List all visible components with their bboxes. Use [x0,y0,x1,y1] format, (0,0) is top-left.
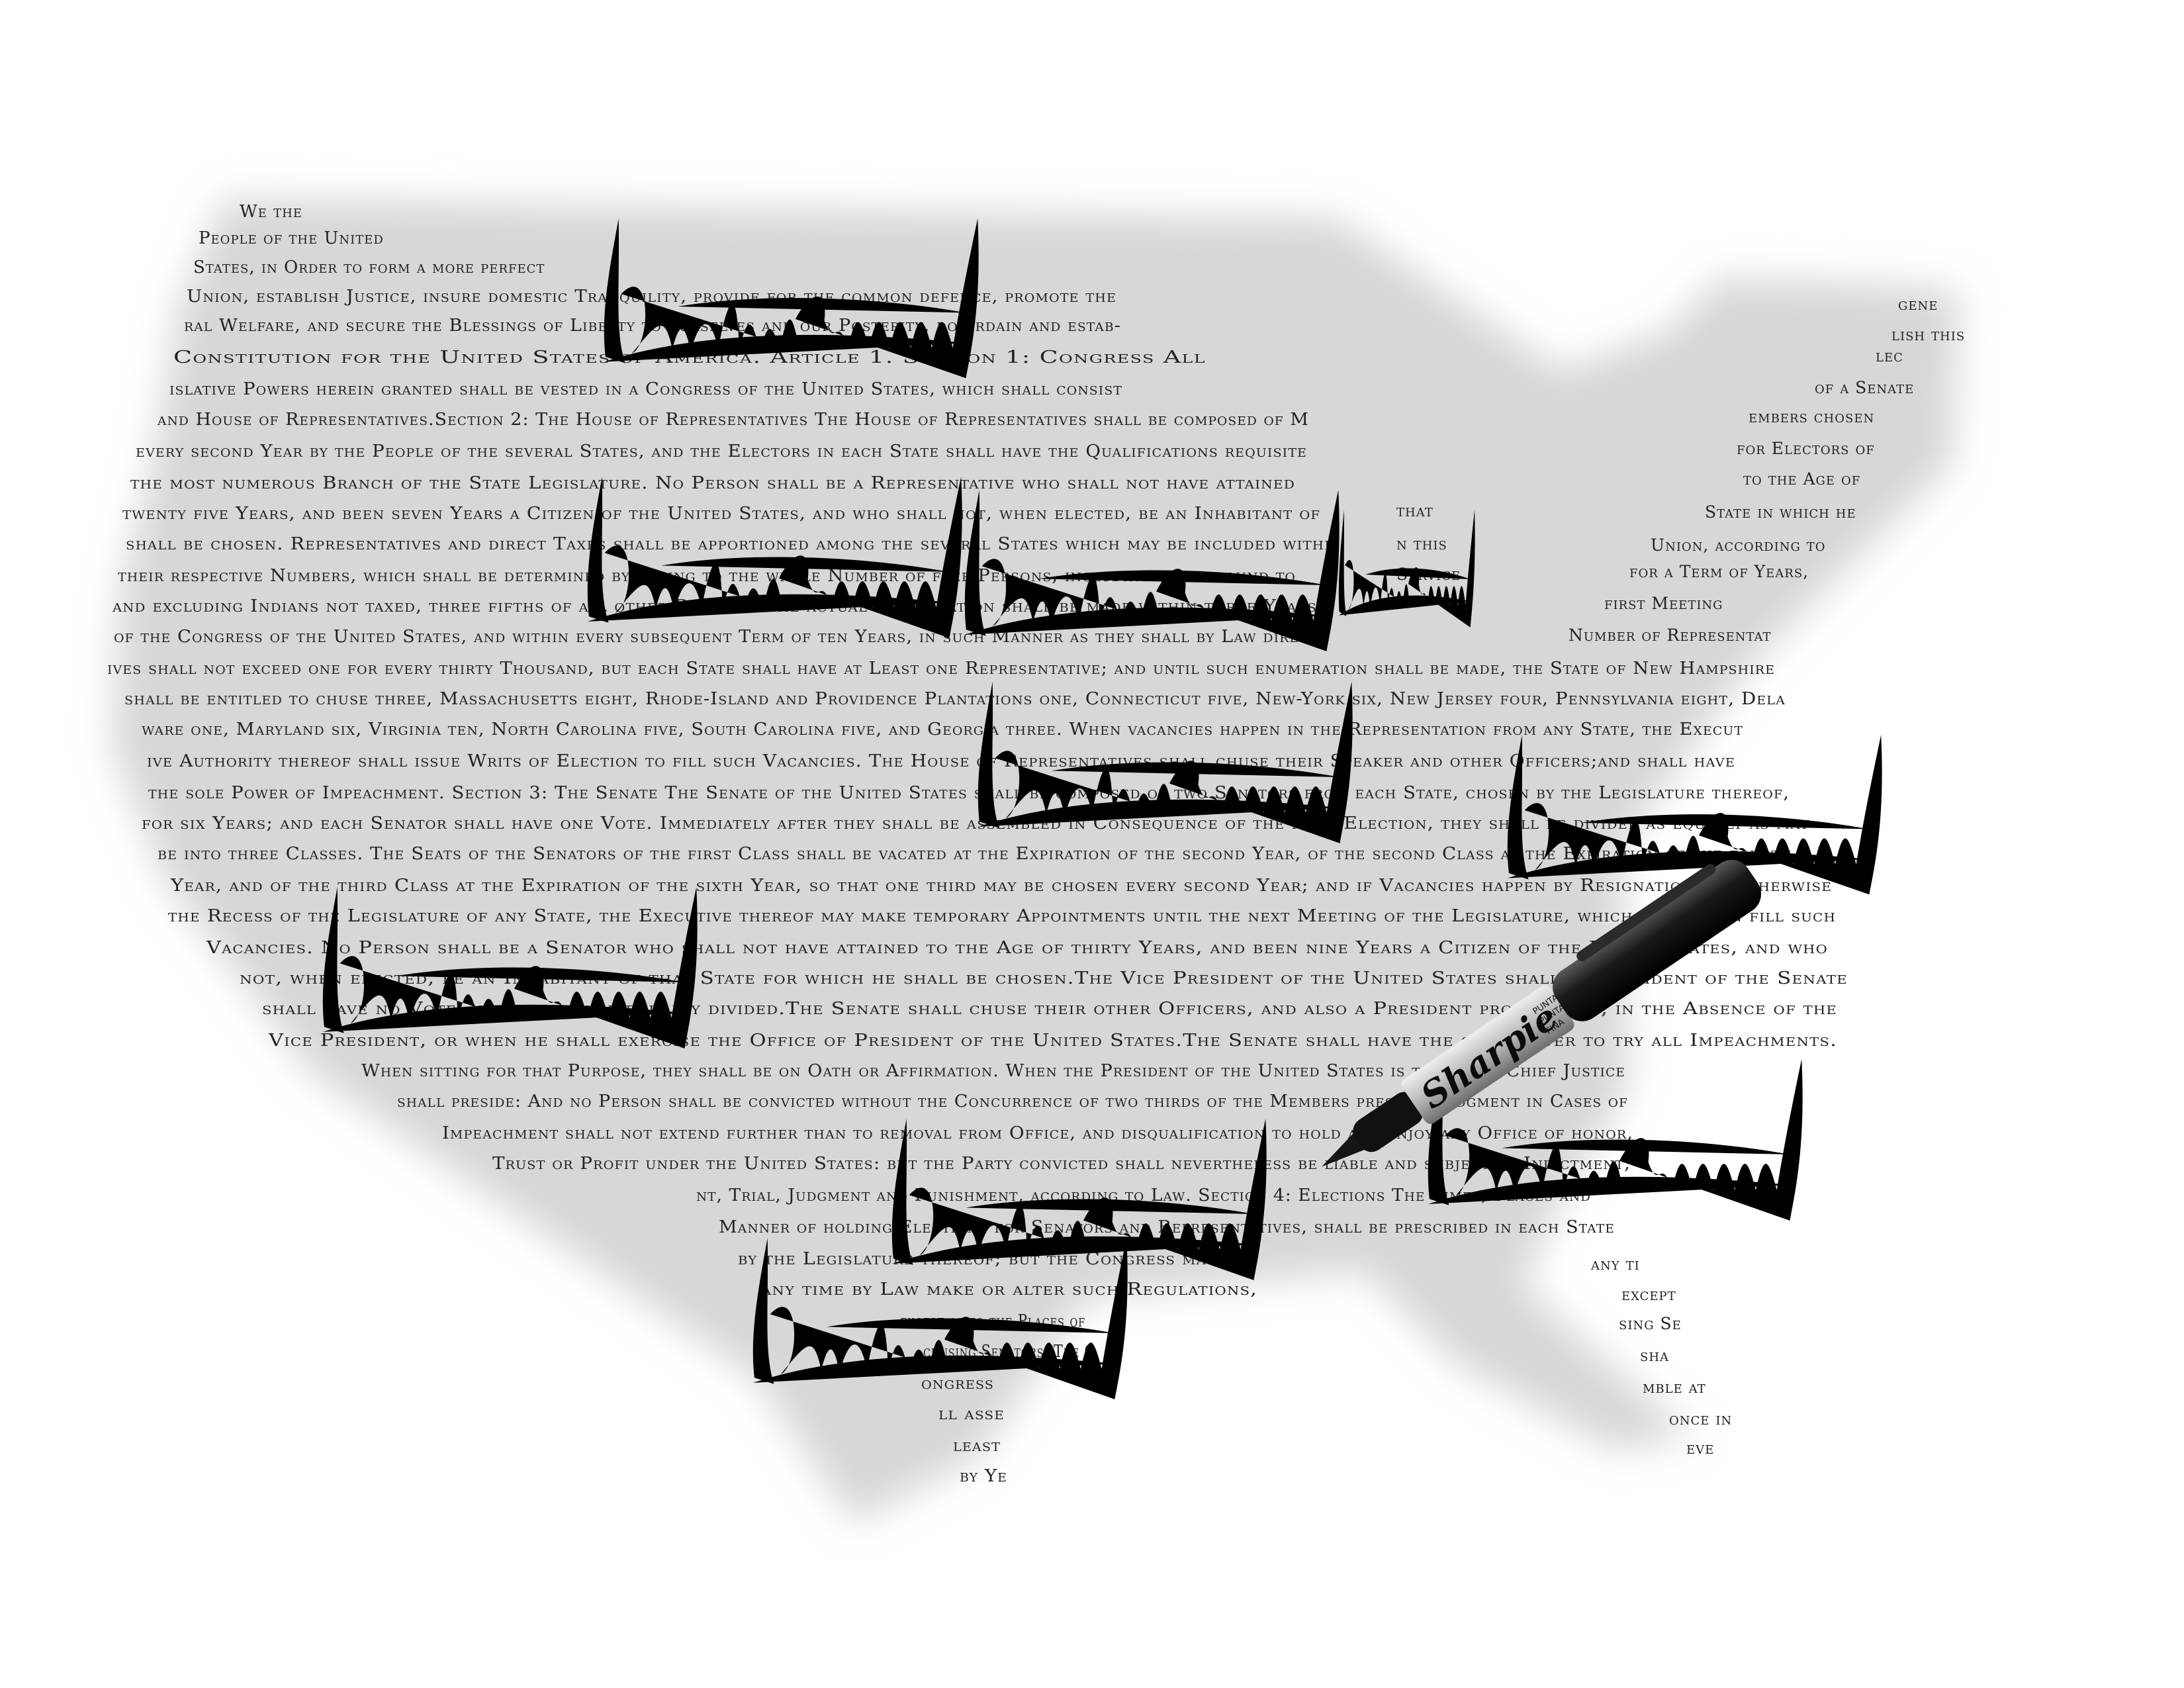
constitution-line: for six Years; and each Senator shall ha… [142,814,1809,833]
maine-text-line: first Meeting [1604,594,1723,613]
marker-clip [1576,864,1716,962]
constitution-line: the Recess of the Legislature of any Sta… [168,906,1836,926]
marker-tip [1321,1133,1365,1167]
middle-text-line: n this [1396,534,1447,553]
marker-cap [1553,859,1762,1021]
constitution-line: any time by Law make or alter such Regul… [760,1280,1257,1299]
constitution-line: Vacancies. No Person shall be a Senator … [206,938,1828,958]
maine-text-line: State in which he [1705,502,1856,522]
florida-text-line: sha [1640,1346,1669,1365]
constitution-line: ongress [921,1374,994,1393]
maine-text-line: embers chosen [1749,407,1874,426]
maine-text-line: Union, according to [1651,536,1826,555]
constitution-line: ware one, Maryland six, Virginia ten, No… [142,720,1743,739]
florida-text-line: eve [1686,1438,1714,1458]
maine-text-line: lish this [1891,325,1965,344]
marker-nose [1353,1092,1424,1152]
constitution-line: People of the United [199,228,384,248]
constitution-line: ives shall not exceed one for every thir… [107,659,1775,679]
constitution-line: ive Authority thereof shall issue Writs … [147,751,1735,771]
constitution-line: Vice President, or when he shall exercis… [268,1031,1837,1051]
constitution-line: shall be chosen. Representatives and dir… [126,534,1330,554]
constitution-text: We the People of the United States, in Ord… [107,202,1965,1486]
constitution-line: Year, and of the third Class at the Expi… [170,876,1832,896]
maine-text-line: Number of Representat [1569,626,1772,645]
constitution-line: islative Powers herein granted shall be … [169,379,1122,399]
maine-text-line: for a Term of Years, [1629,562,1809,581]
constitution-line: We the [240,202,302,222]
maine-text-line: gene [1898,295,1938,314]
florida-text-line: mble at [1643,1378,1706,1397]
constitution-line: ll asse [938,1404,1005,1424]
constitution-line: least [953,1436,1001,1456]
constitution-line: of the Congress of the United States, an… [114,627,1325,647]
florida-text-line: any ti [1590,1254,1640,1274]
constitution-line: the most numerous Branch of the State Le… [130,473,1295,493]
constitution-line: the sole Power of Impeachment. Section 3… [148,783,1790,803]
maine-text-line: lec [1876,346,1903,365]
constitution-line: shall be entitled to chuse three, Massac… [124,689,1786,709]
florida-text-line: except [1621,1285,1676,1304]
constitution-line: States, in Order to form a more perfect [193,258,545,277]
marker-barrel [1401,985,1574,1124]
maine-text-line: for Electors of [1737,439,1875,458]
middle-text-line: that [1396,501,1433,520]
florida-text-line: sing Se [1619,1314,1682,1333]
maine-text-line: of a Senate [1815,378,1914,397]
constitution-line: Trust or Profit under the United States:… [492,1154,1631,1174]
florida-text-line: once in [1669,1409,1732,1429]
constitution-line: twenty five Years, and been seven Years … [122,504,1320,524]
maine-text-line: to the Age of [1743,469,1860,489]
constitution-line: by Ye [960,1466,1007,1486]
constitution-line: every second Year by the People of the s… [136,442,1307,461]
constitution-line: and House of Representatives.Section 2: … [157,410,1309,430]
